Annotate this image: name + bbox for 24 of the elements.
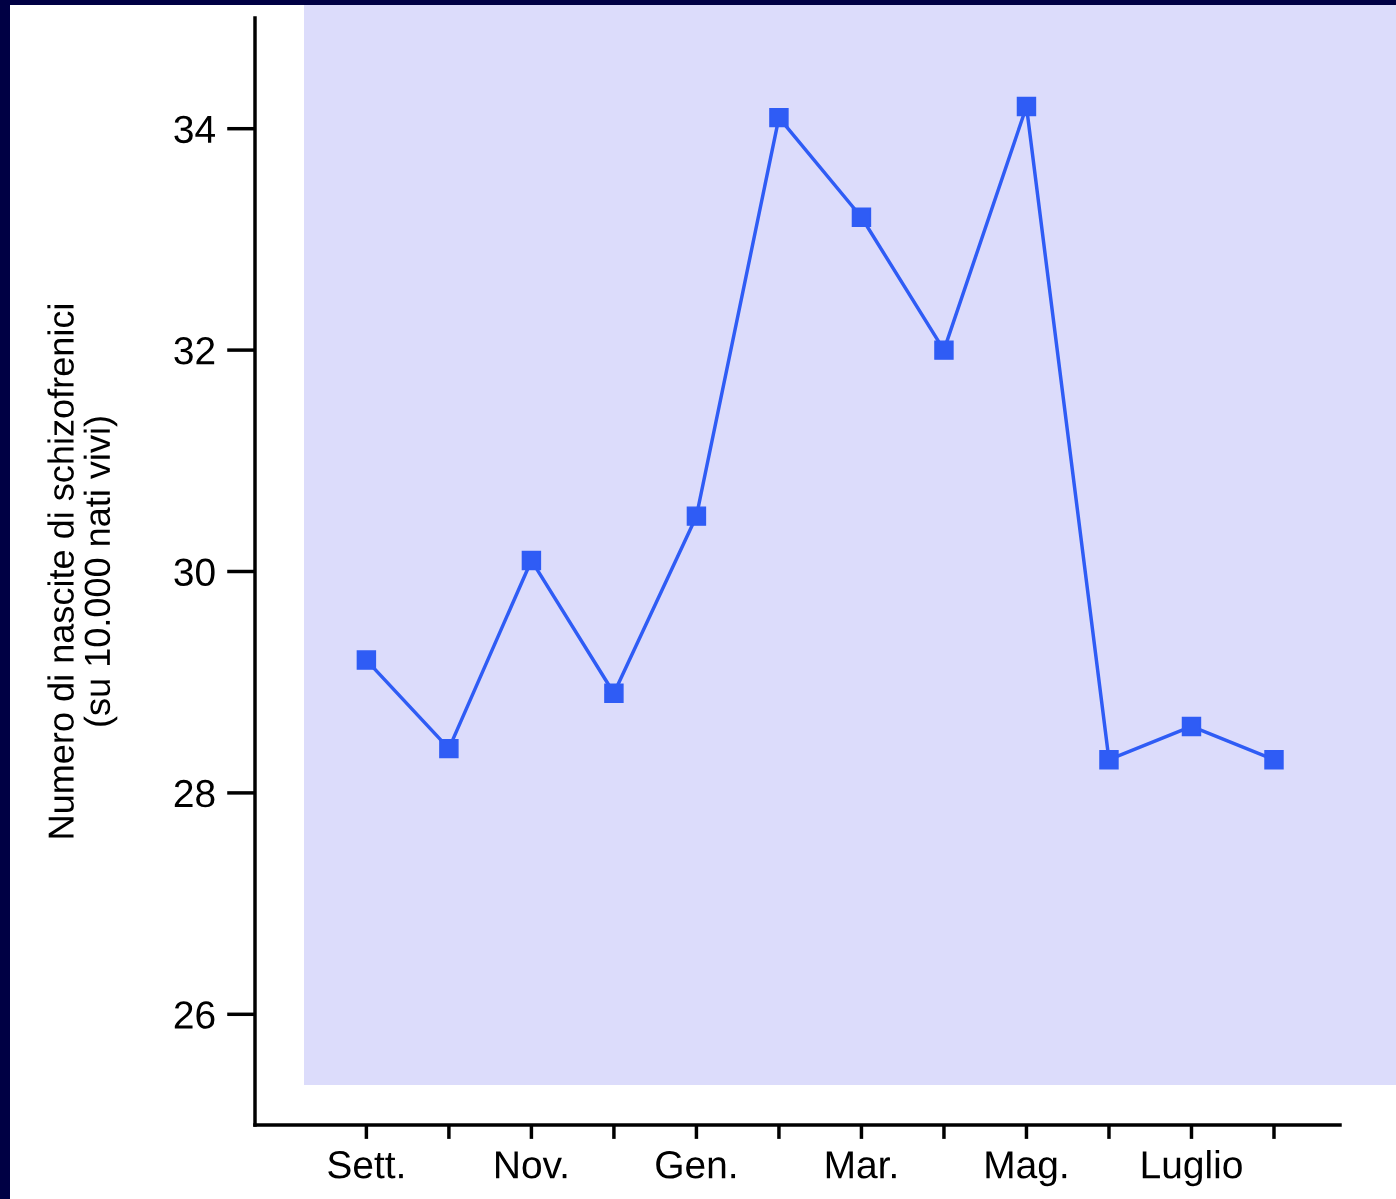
point bbox=[851, 207, 872, 227]
x-tick-label: Mag. bbox=[986, 1151, 1067, 1187]
y-tick-label: 34 bbox=[174, 115, 215, 144]
point bbox=[769, 107, 789, 128]
point bbox=[521, 550, 542, 571]
point bbox=[604, 683, 624, 703]
y-tick-label: 30 bbox=[174, 558, 215, 586]
y-tick-label: 26 bbox=[174, 1001, 215, 1029]
point bbox=[934, 340, 954, 360]
x-tick-label: Nov. bbox=[496, 1151, 567, 1179]
x-tick-label: Sett. bbox=[328, 1151, 403, 1179]
point bbox=[1264, 749, 1284, 770]
y-tick-label: 32 bbox=[174, 337, 215, 365]
x-tick-label: Mar. bbox=[826, 1151, 896, 1179]
x-tick-label: Gen. bbox=[656, 1151, 736, 1179]
point bbox=[1181, 716, 1202, 737]
point bbox=[1099, 749, 1119, 770]
point bbox=[1016, 96, 1037, 117]
y-axis-title: Numero di nascite di schizofrenici (su 10.000 nati vivi) bbox=[47, 304, 118, 838]
y-tick-label: 28 bbox=[174, 779, 215, 808]
point bbox=[686, 506, 707, 526]
point bbox=[356, 650, 377, 670]
point bbox=[439, 738, 459, 759]
x-tick-label: Luglio bbox=[1142, 1150, 1242, 1187]
